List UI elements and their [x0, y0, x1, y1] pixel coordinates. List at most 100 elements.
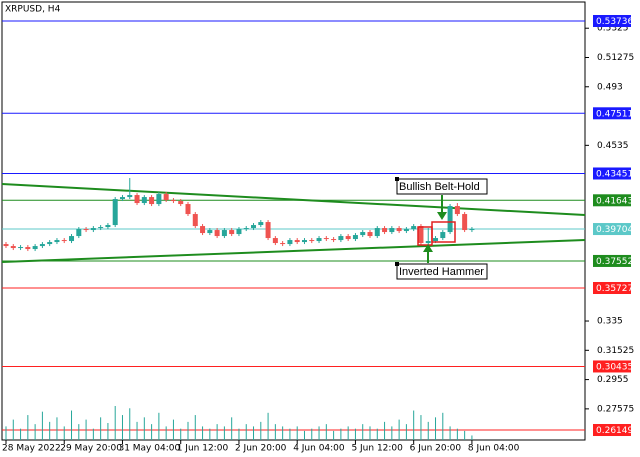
candle-body	[163, 194, 169, 201]
level-label: 0.53736	[596, 17, 633, 27]
candle-body	[462, 214, 468, 231]
trend-line	[1, 183, 586, 216]
candle-body	[280, 243, 286, 245]
candle-body	[272, 238, 278, 244]
arrow-head	[423, 244, 433, 252]
candle-body	[331, 239, 337, 241]
candle-body	[192, 214, 198, 227]
candle-body	[352, 235, 358, 240]
plot-frame	[1, 1, 586, 441]
candle-body	[418, 226, 424, 244]
level-label: 0.47511	[596, 109, 633, 119]
level-label-box	[593, 254, 631, 267]
candle-body	[301, 240, 307, 243]
candle-body	[425, 241, 431, 244]
candle-body	[396, 228, 402, 232]
candle-body	[374, 228, 380, 237]
candle-body	[69, 236, 75, 242]
candle-body	[433, 238, 439, 242]
candle-body	[440, 232, 446, 239]
candle-body	[10, 246, 16, 249]
x-tick-label: 28 May 2022	[2, 444, 61, 454]
candle-body	[265, 222, 271, 239]
candle-body	[229, 230, 235, 235]
candle-body	[170, 200, 176, 202]
candle-body	[18, 247, 24, 249]
x-tick-label: 6 Jun 20:00	[410, 444, 462, 454]
candle-body	[207, 230, 213, 234]
level-label-box	[593, 223, 631, 236]
candle-body	[287, 240, 293, 245]
candle-body	[61, 240, 67, 242]
candle-body	[403, 229, 409, 232]
level-label-box	[593, 282, 631, 295]
x-tick-label: 4 Jun 04:00	[293, 444, 345, 454]
level-label-box	[593, 424, 631, 437]
pattern-box	[431, 221, 456, 243]
candle-body	[127, 195, 133, 198]
anchor	[395, 177, 399, 181]
candle-body	[112, 199, 118, 226]
candle-body	[447, 206, 453, 233]
candle-body	[76, 229, 82, 237]
candle-body	[119, 197, 125, 200]
y-tick-label: 0.4535	[597, 141, 629, 151]
candle-body	[178, 201, 184, 205]
candle-body	[454, 206, 460, 215]
candle-body	[149, 197, 155, 205]
level-label: 0.43451	[596, 169, 633, 179]
candle-body	[382, 228, 388, 233]
candle-body	[47, 242, 53, 245]
y-tick-label: 0.493	[597, 82, 623, 92]
candle-body	[25, 247, 31, 250]
levels	[2, 20, 585, 431]
x-tick-label: 2 Jun 20:00	[235, 444, 287, 454]
level-label-box	[593, 107, 631, 120]
candle-body	[90, 228, 96, 231]
candle-body	[156, 194, 162, 205]
annotation-box	[396, 263, 488, 280]
candle-body	[32, 246, 38, 250]
candle-body	[105, 225, 111, 228]
candle-body	[345, 236, 351, 240]
candle-body	[258, 222, 264, 226]
candle-body	[389, 228, 395, 233]
x-tick-label: 5 Jun 12:00	[351, 444, 403, 454]
level-label: 0.26149	[596, 426, 633, 436]
candle-body	[200, 226, 206, 234]
candle-body	[214, 230, 220, 237]
x-tick-label: 8 Jun 04:00	[468, 444, 520, 454]
candle-body	[141, 197, 147, 204]
candle-body	[469, 229, 475, 231]
level-label: 0.37552	[596, 257, 633, 267]
level-label-box	[593, 360, 631, 373]
candle-body	[316, 238, 322, 242]
candle-body	[221, 230, 227, 237]
candle-body	[3, 244, 9, 247]
y-tick-label: 0.31525	[597, 346, 634, 356]
candle-body	[83, 229, 89, 231]
candle-body	[411, 226, 417, 230]
y-tick-label: 0.27575	[597, 404, 634, 414]
annotation: Bullish Belt-Hold	[399, 181, 480, 193]
level-label: 0.30435	[596, 362, 633, 372]
candle-body	[309, 240, 315, 242]
candles	[3, 178, 475, 252]
x-tick-label: 31 May 04:00	[118, 444, 180, 454]
trend-line	[1, 239, 586, 263]
y-tick-label: 0.5325	[597, 24, 629, 34]
anchor	[395, 262, 399, 266]
level-label: 0.35727	[596, 284, 633, 294]
y-tick-label: 0.51275	[597, 53, 634, 63]
candle-body	[39, 244, 45, 247]
candle-body	[236, 229, 242, 235]
candle-body	[134, 195, 140, 204]
candle-body	[294, 240, 300, 243]
candle-body	[323, 238, 329, 240]
candle-body	[338, 236, 344, 241]
candle-body	[98, 227, 104, 229]
candle-body	[251, 225, 257, 229]
candle-body	[243, 228, 249, 230]
